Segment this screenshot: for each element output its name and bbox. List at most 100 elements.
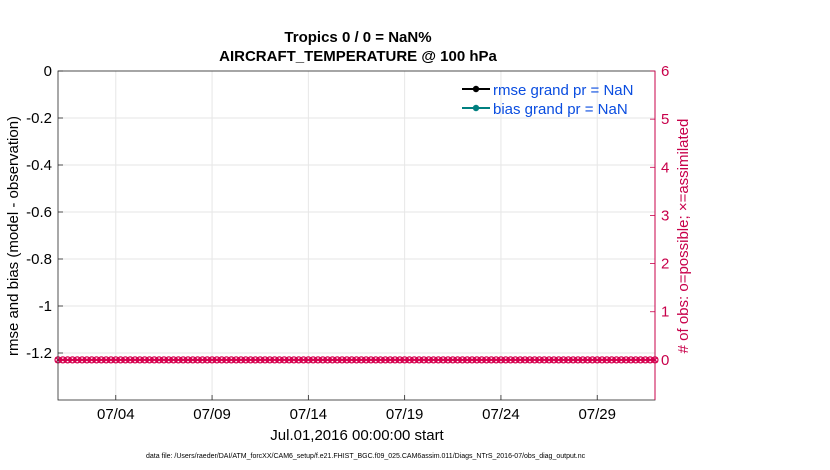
obs-assimilated-marker	[420, 356, 427, 363]
obs-assimilated-marker	[252, 356, 259, 363]
obs-possible-marker	[299, 356, 308, 364]
obs-possible-marker	[516, 356, 524, 364]
obs-possible-marker	[612, 356, 621, 364]
obs-assimilated-marker	[146, 356, 153, 363]
obs-assimilated-marker	[555, 356, 562, 363]
obs-possible-marker	[473, 356, 481, 364]
obs-assimilated-marker	[497, 356, 504, 363]
obs-possible-marker	[367, 356, 375, 364]
y-tick-label: 0	[44, 63, 52, 80]
x-axis-ticks: 07/04 07/09 07/14 07/19 07/24 07/29	[97, 395, 616, 423]
y-tick-label: -0.2	[26, 110, 52, 127]
obs-possible-marker	[439, 356, 447, 364]
obs-possible-marker	[497, 356, 505, 364]
x-tick-label: 07/04	[97, 406, 135, 423]
obs-assimilated-marker	[382, 356, 389, 363]
obs-possible-marker	[429, 356, 438, 364]
obs-assimilated-marker	[574, 356, 581, 363]
obs-possible-marker	[603, 356, 611, 364]
obs-assimilated-marker	[430, 356, 437, 363]
obs-assimilated-marker	[305, 356, 312, 363]
obs-assimilated-marker	[237, 356, 244, 363]
obs-assimilated-marker	[339, 356, 346, 363]
chart-title: Tropics 0 / 0 = NaN%	[284, 29, 431, 46]
obs-assimilated-marker	[88, 356, 95, 363]
obs-possible-marker	[290, 356, 298, 364]
obs-possible-marker	[198, 356, 207, 364]
obs-possible-marker	[545, 356, 553, 364]
obs-assimilated-marker	[107, 356, 114, 363]
y-tick-label: -0.6	[26, 204, 52, 221]
obs-assimilated-marker	[314, 356, 321, 363]
legend-rmse-marker	[472, 85, 480, 93]
obs-assimilated-marker	[627, 356, 634, 363]
chart-subtitle: AIRCRAFT_TEMPERATURE @ 100 hPa	[219, 48, 497, 65]
obs-assimilated-marker	[603, 356, 610, 363]
obs-assimilated-marker	[213, 356, 220, 363]
obs-possible-marker	[506, 356, 515, 364]
x-tick-label: 07/29	[578, 406, 616, 423]
obs-possible-marker	[304, 356, 312, 364]
obs-assimilated-marker	[286, 356, 293, 363]
obs-possible-marker	[622, 356, 630, 364]
obs-possible-marker	[145, 356, 154, 364]
obs-possible-marker	[627, 356, 635, 364]
obs-possible-marker	[184, 356, 192, 364]
obs-possible-marker	[131, 356, 139, 364]
obs-possible-marker	[396, 356, 404, 364]
obs-possible-marker	[78, 356, 86, 364]
obs-assimilated-marker	[392, 356, 399, 363]
obs-assimilated-marker	[618, 356, 625, 363]
obs-possible-marker	[165, 356, 173, 364]
obs-possible-marker	[102, 356, 110, 364]
obs-assimilated-marker	[459, 356, 466, 363]
x-tick-label: 07/09	[193, 406, 231, 423]
obs-assimilated-marker	[257, 356, 264, 363]
obs-possible-marker	[420, 356, 428, 364]
obs-possible-marker	[617, 356, 625, 364]
obs-possible-marker	[444, 356, 452, 364]
obs-possible-marker	[121, 356, 130, 364]
obs-possible-marker	[588, 356, 597, 364]
obs-assimilated-marker	[324, 356, 331, 363]
obs-possible-marker	[97, 356, 105, 364]
obs-possible-marker	[526, 356, 534, 364]
obs-assimilated-marker	[156, 356, 163, 363]
obs-assimilated-marker	[165, 356, 172, 363]
obs-possible-marker	[352, 356, 361, 364]
x-tick-label: 07/24	[482, 406, 520, 423]
obs-assimilated-marker	[526, 356, 533, 363]
obs-assimilated-marker	[223, 356, 230, 363]
obs-possible-marker	[232, 356, 240, 364]
obs-assimilated-marker	[454, 356, 461, 363]
obs-assimilated-marker	[228, 356, 235, 363]
obs-possible-marker	[425, 356, 433, 364]
obs-assimilated-marker	[79, 356, 86, 363]
obs-assimilated-marker	[271, 356, 278, 363]
obs-assimilated-marker	[536, 356, 543, 363]
y2-tick-label: 6	[661, 63, 669, 80]
obs-assimilated-marker	[290, 356, 297, 363]
obs-possible-marker	[126, 356, 134, 364]
obs-possible-marker	[343, 356, 351, 364]
obs-assimilated-marker	[204, 356, 211, 363]
obs-assimilated-marker	[329, 356, 336, 363]
y-tick-label: -0.4	[26, 157, 52, 174]
obs-assimilated-marker	[300, 356, 307, 363]
obs-assimilated-marker	[377, 356, 384, 363]
obs-assimilated-marker	[334, 356, 341, 363]
obs-possible-marker	[376, 356, 385, 364]
legend-bias-marker	[472, 104, 480, 112]
obs-assimilated-marker	[642, 356, 649, 363]
obs-possible-marker	[338, 356, 346, 364]
obs-possible-marker	[632, 356, 640, 364]
obs-possible-marker	[136, 356, 144, 364]
obs-possible-marker	[521, 356, 529, 364]
obs-possible-marker	[636, 356, 645, 364]
obs-possible-marker	[449, 356, 457, 364]
obs-assimilated-marker	[440, 356, 447, 363]
y-axis-label: rmse and bias (model - observation)	[5, 116, 22, 356]
obs-possible-marker	[583, 356, 592, 364]
obs-possible-marker	[174, 356, 182, 364]
